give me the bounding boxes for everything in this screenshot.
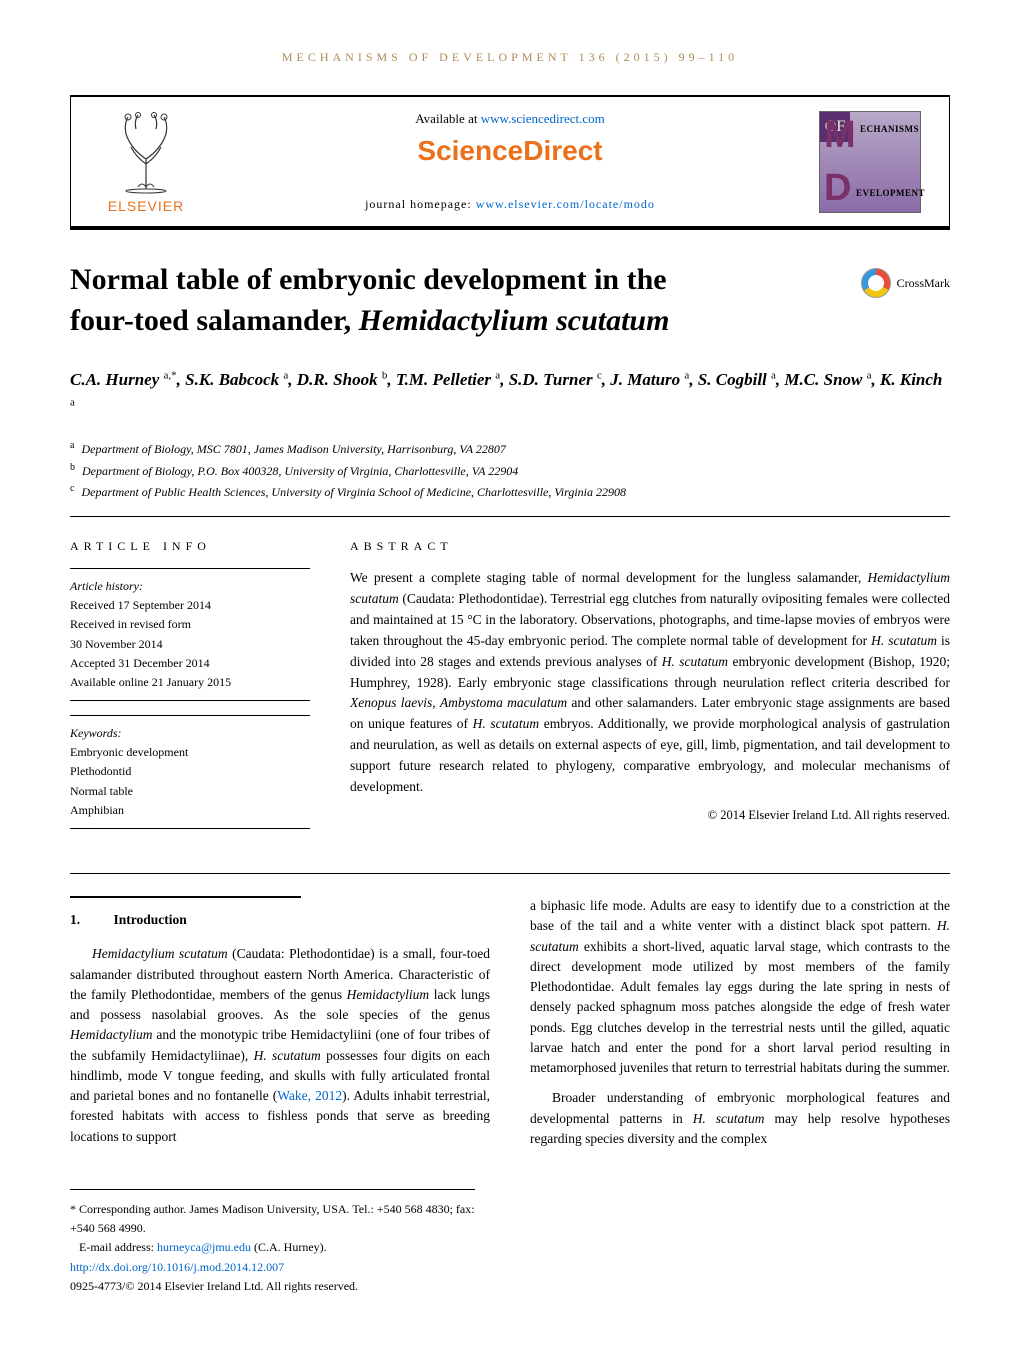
crossmark-icon [861, 268, 891, 298]
mod-word-mechanisms: ECHANISMS [860, 124, 919, 134]
corresponding-author: * Corresponding author. James Madison Un… [70, 1200, 475, 1238]
sciencedirect-link[interactable]: www.sciencedirect.com [481, 111, 605, 126]
homepage-prefix: journal homepage: [365, 197, 476, 211]
publisher-name: ELSEVIER [91, 198, 201, 214]
body-columns: 1. Introduction Hemidactylium scutatum (… [70, 896, 950, 1159]
body-paragraph: Broader understanding of embryonic morph… [530, 1088, 950, 1149]
abstract-text: We present a complete staging table of n… [350, 568, 950, 798]
footnotes: * Corresponding author. James Madison Un… [70, 1189, 475, 1296]
mod-cover-icon: M ECHANISMS OF D EVELOPMENT [819, 111, 921, 213]
issn-line: 0925-4773/© 2014 Elsevier Ireland Ltd. A… [70, 1277, 475, 1296]
doi-link[interactable]: http://dx.doi.org/10.1016/j.mod.2014.12.… [70, 1260, 284, 1274]
homepage-link[interactable]: www.elsevier.com/locate/modo [476, 197, 655, 211]
available-prefix: Available at [415, 111, 480, 126]
journal-homepage: journal homepage: www.elsevier.com/locat… [221, 197, 799, 212]
sciencedirect-brand: ScienceDirect [221, 135, 799, 167]
authors-list: C.A. Hurney a,*, S.K. Babcock a, D.R. Sh… [70, 366, 950, 420]
keywords-block: Keywords: Embryonic developmentPlethodon… [70, 715, 310, 829]
keywords-heading: Keywords: [70, 726, 122, 740]
journal-header-box: ELSEVIER Available at www.sciencedirect.… [70, 95, 950, 230]
email-link[interactable]: hurneyca@jmu.edu [157, 1240, 251, 1254]
abstract-column: ABSTRACT We present a complete staging t… [350, 539, 950, 843]
article-info-label: ARTICLE INFO [70, 539, 310, 554]
section-heading: 1. Introduction [70, 896, 301, 930]
title-row: Normal table of embryonic development in… [70, 260, 950, 341]
article-info-column: ARTICLE INFO Article history: Received 1… [70, 539, 310, 843]
title-line1: Normal table of embryonic development in… [70, 263, 667, 296]
section-title: Introduction [114, 912, 187, 927]
info-abstract-row: ARTICLE INFO Article history: Received 1… [70, 539, 950, 843]
body-column-right: a biphasic life mode. Adults are easy to… [530, 896, 950, 1159]
divider [70, 516, 950, 517]
available-at: Available at www.sciencedirect.com [221, 111, 799, 127]
email-label: E-mail address: [79, 1240, 157, 1254]
page: MECHANISMS OF DEVELOPMENT 136 (2015) 99–… [0, 0, 1020, 1346]
abstract-copyright: © 2014 Elsevier Ireland Ltd. All rights … [350, 808, 950, 823]
crossmark-label: CrossMark [897, 276, 950, 291]
publisher-logo: ELSEVIER [91, 109, 201, 214]
journal-logo: M ECHANISMS OF D EVELOPMENT [819, 111, 929, 213]
history-heading: Article history: [70, 579, 143, 593]
divider [70, 873, 950, 874]
body-paragraph: Hemidactylium scutatum (Caudata: Plethod… [70, 944, 490, 1147]
email-tail: (C.A. Hurney). [251, 1240, 327, 1254]
crossmark-badge[interactable]: CrossMark [861, 268, 950, 298]
body-paragraph: a biphasic life mode. Adults are easy to… [530, 896, 950, 1078]
section-number: 1. [70, 912, 80, 927]
article-history-block: Article history: Received 17 September 2… [70, 568, 310, 701]
abstract-label: ABSTRACT [350, 539, 950, 554]
title-line2-italic: Hemidactylium scutatum [359, 304, 670, 337]
running-header: MECHANISMS OF DEVELOPMENT 136 (2015) 99–… [70, 50, 950, 65]
article-title: Normal table of embryonic development in… [70, 260, 831, 341]
header-center: Available at www.sciencedirect.com Scien… [221, 111, 799, 212]
title-line2-plain: four-toed salamander, [70, 304, 359, 337]
email-line: E-mail address: hurneyca@jmu.edu (C.A. H… [70, 1238, 475, 1257]
mod-word-development: EVELOPMENT [856, 188, 925, 198]
affiliations: a Department of Biology, MSC 7801, James… [70, 438, 950, 502]
elsevier-tree-icon [106, 109, 186, 194]
body-column-left: 1. Introduction Hemidactylium scutatum (… [70, 896, 490, 1159]
